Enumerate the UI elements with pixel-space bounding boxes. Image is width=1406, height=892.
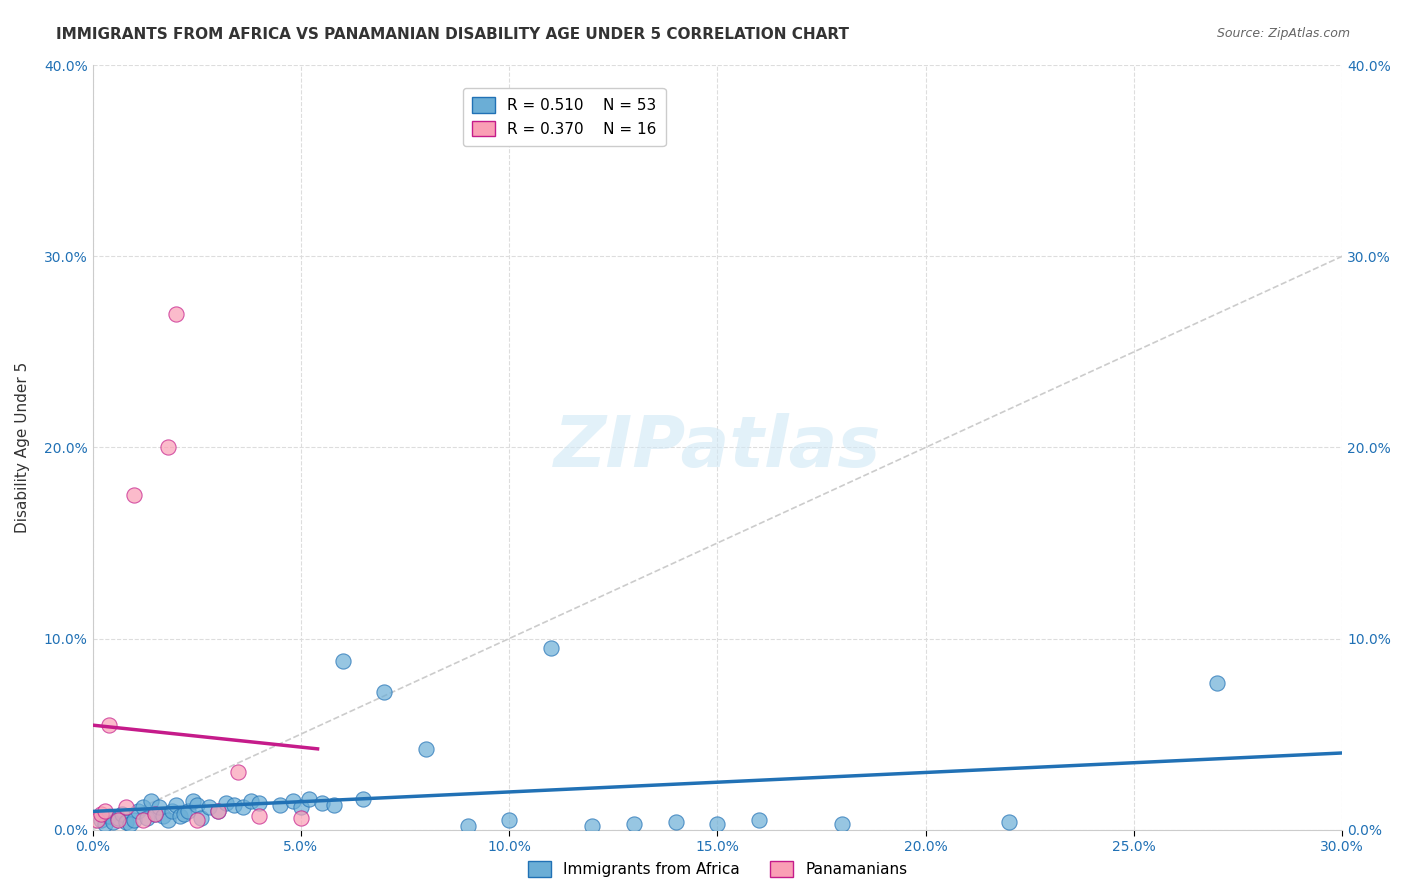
Y-axis label: Disability Age Under 5: Disability Age Under 5 (15, 362, 30, 533)
Panamanians (290, 811, 312, 825)
Immigrants from Africa (152, 809, 174, 823)
Immigrants from Africa (94, 817, 117, 831)
Panamanians (143, 807, 166, 822)
Immigrants from Africa (90, 813, 112, 827)
Immigrants from Africa (135, 811, 157, 825)
Immigrants from Africa (177, 804, 200, 818)
Immigrants from Africa (311, 796, 333, 810)
Panamanians (90, 807, 112, 822)
Immigrants from Africa (298, 792, 321, 806)
Immigrants from Africa (457, 819, 479, 833)
Immigrants from Africa (706, 817, 728, 831)
Immigrants from Africa (131, 799, 153, 814)
Immigrants from Africa (540, 641, 562, 656)
Immigrants from Africa (323, 797, 346, 812)
Immigrants from Africa (281, 794, 304, 808)
Immigrants from Africa (665, 815, 688, 830)
Immigrants from Africa (139, 794, 162, 808)
Immigrants from Africa (748, 813, 770, 827)
Immigrants from Africa (190, 811, 212, 825)
Immigrants from Africa (224, 797, 246, 812)
Panamanians (156, 441, 179, 455)
Panamanians (124, 488, 146, 502)
Immigrants from Africa (332, 655, 354, 669)
Immigrants from Africa (169, 809, 191, 823)
Immigrants from Africa (581, 819, 603, 833)
Immigrants from Africa (165, 797, 187, 812)
Immigrants from Africa (115, 815, 138, 830)
Text: ZIPatlas: ZIPatlas (554, 413, 882, 482)
Immigrants from Africa (111, 807, 134, 822)
Immigrants from Africa (415, 742, 437, 756)
Immigrants from Africa (120, 817, 142, 831)
Immigrants from Africa (186, 797, 208, 812)
Legend: Immigrants from Africa, Panamanians: Immigrants from Africa, Panamanians (522, 855, 914, 883)
Text: IMMIGRANTS FROM AFRICA VS PANAMANIAN DISABILITY AGE UNDER 5 CORRELATION CHART: IMMIGRANTS FROM AFRICA VS PANAMANIAN DIS… (56, 27, 849, 42)
Immigrants from Africa (215, 796, 238, 810)
Immigrants from Africa (173, 807, 195, 822)
Immigrants from Africa (290, 799, 312, 814)
Immigrants from Africa (124, 813, 146, 827)
Panamanians (98, 717, 121, 731)
Immigrants from Africa (107, 811, 129, 825)
Immigrants from Africa (143, 807, 166, 822)
Immigrants from Africa (181, 794, 204, 808)
Immigrants from Africa (373, 685, 395, 699)
Immigrants from Africa (247, 796, 270, 810)
Immigrants from Africa (207, 804, 229, 818)
Immigrants from Africa (98, 809, 121, 823)
Immigrants from Africa (831, 817, 853, 831)
Immigrants from Africa (623, 817, 645, 831)
Immigrants from Africa (498, 813, 520, 827)
Panamanians (247, 809, 270, 823)
Panamanians (207, 804, 229, 818)
Panamanians (186, 813, 208, 827)
Immigrants from Africa (127, 804, 149, 818)
Immigrants from Africa (239, 794, 262, 808)
Panamanians (131, 813, 153, 827)
Immigrants from Africa (160, 804, 183, 818)
Panamanians (228, 765, 250, 780)
Panamanians (86, 813, 108, 827)
Immigrants from Africa (148, 799, 170, 814)
Immigrants from Africa (232, 799, 254, 814)
Immigrants from Africa (998, 815, 1021, 830)
Immigrants from Africa (198, 799, 221, 814)
Immigrants from Africa (269, 797, 291, 812)
Immigrants from Africa (103, 815, 125, 830)
Immigrants from Africa (352, 792, 374, 806)
Text: Source: ZipAtlas.com: Source: ZipAtlas.com (1216, 27, 1350, 40)
Panamanians (107, 813, 129, 827)
Panamanians (94, 804, 117, 818)
Immigrants from Africa (1206, 675, 1229, 690)
Immigrants from Africa (156, 813, 179, 827)
Panamanians (115, 799, 138, 814)
Panamanians (165, 307, 187, 321)
